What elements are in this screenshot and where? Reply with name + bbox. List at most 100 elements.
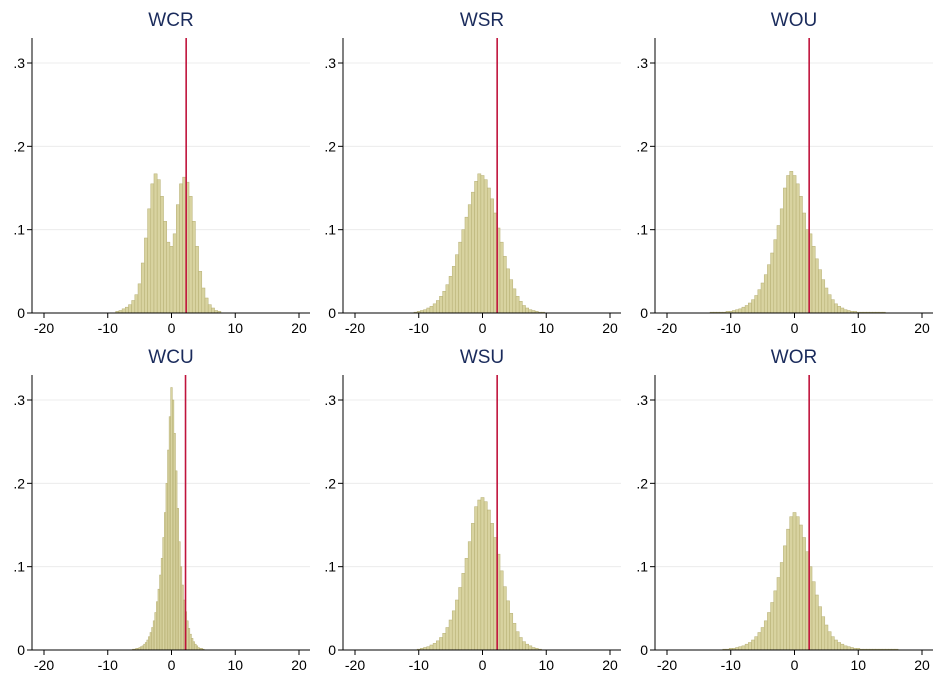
histogram-bar (429, 306, 434, 314)
chart-title: WSU (460, 347, 504, 368)
histogram-bar (195, 246, 199, 314)
histogram-bar (821, 279, 826, 314)
chart-panel-wsu: WSU 0 .1 .2 .3 -20 -10 0 10 20 (324, 347, 621, 673)
histogram-bar (502, 256, 507, 314)
y-tick-label: .2 (13, 475, 25, 491)
chart-panel-wsr: WSR 0 .1 .2 .3 -20 -10 0 10 20 (324, 10, 621, 336)
histogram-bar (744, 305, 749, 314)
y-tick-label: .1 (636, 222, 648, 238)
y-tick-label: .1 (324, 559, 336, 575)
histogram-bar (522, 641, 526, 651)
x-tick-label: 0 (479, 657, 487, 673)
histogram-bar (776, 577, 781, 651)
x-tick-label: 10 (850, 320, 866, 336)
histogram-bar (499, 241, 504, 314)
x-tick-label: 20 (914, 657, 930, 673)
x-tick-label: 0 (791, 320, 799, 336)
histogram-bar (824, 624, 829, 651)
histogram-bar (499, 570, 504, 651)
histogram-bar (448, 619, 453, 651)
histogram-bar (483, 179, 488, 314)
histogram-bar (448, 276, 453, 314)
histogram-bar (445, 627, 450, 651)
histogram-bar (150, 183, 155, 314)
histogram-bar (121, 308, 126, 314)
x-tick-label: -10 (721, 320, 741, 336)
histogram-bar (169, 246, 174, 314)
histogram-bar (140, 262, 145, 314)
y-tick-label: .3 (324, 55, 336, 71)
x-tick-label: 0 (168, 320, 176, 336)
histogram-bar (792, 175, 797, 314)
histogram-bar (509, 279, 514, 314)
histogram-bar (754, 636, 759, 651)
histogram-bar (818, 269, 822, 314)
histogram-bar (741, 306, 746, 314)
histogram-bar (814, 258, 819, 314)
histogram-bar (525, 307, 529, 314)
histogram-bar (760, 627, 765, 651)
histogram-bar (179, 183, 183, 314)
histogram-bar (834, 303, 838, 314)
histogram-bar (471, 191, 475, 314)
histogram-bar (799, 196, 803, 314)
histogram-bar (748, 302, 752, 314)
y-tick-label: 0 (640, 642, 648, 658)
x-tick-label: 20 (291, 657, 307, 673)
y-tick-label: .2 (324, 138, 336, 154)
histogram-bar (827, 294, 832, 314)
histogram-bar (795, 183, 800, 314)
histogram-bar (487, 509, 491, 651)
histogram-bar (477, 499, 482, 651)
y-tick-label: 0 (17, 642, 25, 658)
histogram-bar (811, 246, 816, 314)
y-tick-label: 0 (328, 305, 336, 321)
x-tick-label: -20 (34, 657, 54, 673)
histogram-bar (783, 545, 787, 651)
histogram-bar (518, 637, 523, 651)
histogram-bar (512, 623, 517, 651)
histogram-bar (188, 196, 193, 314)
histogram-bar (830, 299, 835, 314)
histogram-bar (445, 284, 450, 314)
histogram-bar (467, 541, 472, 651)
histogram-bar (792, 512, 797, 651)
histogram-bar (789, 171, 794, 314)
histogram-bar (837, 642, 841, 651)
histogram-bar (137, 283, 142, 314)
histogram-bar (160, 196, 164, 314)
histogram-bar (773, 590, 778, 651)
y-tick-label: 0 (640, 305, 648, 321)
histogram-bar (840, 307, 845, 314)
x-tick-label: 10 (538, 657, 554, 673)
histogram-bar (436, 640, 440, 651)
histogram-bar (477, 173, 482, 314)
histogram-bar (144, 237, 148, 314)
histogram-bar (429, 644, 434, 651)
histogram-bar (843, 645, 848, 651)
histogram-bar (439, 296, 443, 314)
x-tick-label: 0 (791, 657, 799, 673)
y-tick-label: 0 (328, 642, 336, 658)
chart-title: WOR (771, 347, 817, 368)
histogram-bar (738, 308, 743, 314)
histogram-bar (426, 307, 431, 314)
y-tick-label: .1 (13, 559, 25, 575)
histogram-bar (490, 198, 494, 314)
histogram-bar (518, 301, 523, 314)
x-tick-label: -20 (345, 657, 365, 673)
histogram-bar (471, 523, 475, 651)
histogram-bar (172, 233, 177, 314)
histogram-bar (767, 264, 771, 314)
y-tick-label: .2 (636, 475, 648, 491)
histogram-bar (128, 304, 132, 314)
y-tick-label: .3 (13, 55, 25, 71)
x-tick-label: -10 (409, 320, 429, 336)
y-tick-label: .3 (324, 392, 336, 408)
histogram-bar (134, 294, 139, 314)
histogram-bar (840, 643, 845, 651)
histogram-bar (131, 300, 136, 314)
histogram-bar (474, 181, 478, 314)
histogram-bar (783, 187, 787, 314)
